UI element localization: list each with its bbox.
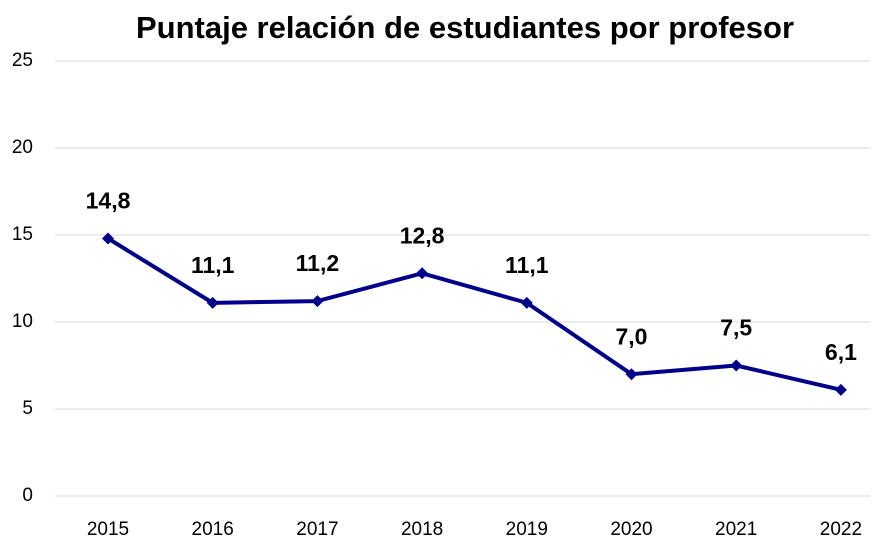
- x-tick-label: 2016: [192, 519, 234, 540]
- y-tick-label: 5: [22, 398, 33, 419]
- x-tick-label: 2015: [87, 519, 129, 540]
- marker: [834, 383, 847, 396]
- y-tick-label: 25: [12, 50, 33, 71]
- data-label: 7,5: [720, 315, 752, 341]
- data-label: 11,1: [191, 252, 235, 278]
- marker: [102, 232, 114, 245]
- data-label: 11,2: [296, 250, 340, 276]
- marker: [416, 267, 429, 280]
- x-tick-label: 2022: [820, 519, 862, 540]
- x-tick-label: 2018: [401, 519, 443, 540]
- x-tick-label: 2019: [506, 519, 548, 540]
- marker: [311, 295, 324, 308]
- marker: [206, 296, 219, 309]
- chart-title: Puntaje relación de estudiantes por prof…: [136, 10, 794, 45]
- y-tick-label: 15: [12, 224, 33, 245]
- data-label: 12,8: [400, 222, 445, 248]
- data-label: 7,0: [616, 323, 648, 349]
- series-line: [106, 236, 842, 392]
- marker: [625, 368, 638, 381]
- x-tick-label: 2021: [715, 519, 757, 540]
- y-tick-label: 10: [12, 311, 33, 332]
- data-label: 6,1: [825, 339, 857, 365]
- data-label: 14,8: [86, 188, 131, 214]
- marker: [520, 296, 533, 309]
- data-label: 11,1: [505, 252, 549, 278]
- marker: [730, 359, 743, 372]
- y-tick-label: 0: [22, 485, 33, 506]
- x-tick-label: 2017: [296, 519, 338, 540]
- y-tick-label: 20: [12, 137, 33, 158]
- x-tick-label: 2020: [610, 519, 652, 540]
